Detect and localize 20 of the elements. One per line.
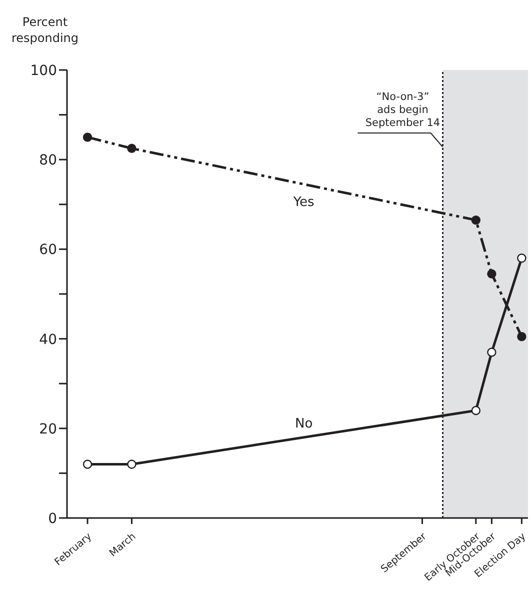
- series-label: Yes: [292, 195, 315, 210]
- y-tick-label: 20: [39, 421, 57, 438]
- y-tick-label: 40: [39, 332, 57, 348]
- ref-line-label: “No-on-3” ads begin September 14: [365, 91, 440, 129]
- point: [127, 460, 136, 469]
- point: [517, 332, 526, 342]
- point: [487, 348, 496, 357]
- point: [487, 269, 496, 278]
- point: [517, 254, 526, 263]
- point: [82, 460, 92, 469]
- y-tick-label: 100: [30, 62, 57, 79]
- point: [471, 406, 480, 416]
- y-tick-label: 0: [48, 510, 57, 527]
- series-label: No: [294, 416, 313, 432]
- point: [127, 144, 136, 153]
- y-tick-label: 80: [39, 152, 57, 169]
- point: [471, 215, 480, 225]
- y-axis-title: Percent responding: [11, 15, 79, 45]
- point: [82, 132, 92, 142]
- y-tick-label: 60: [39, 242, 57, 258]
